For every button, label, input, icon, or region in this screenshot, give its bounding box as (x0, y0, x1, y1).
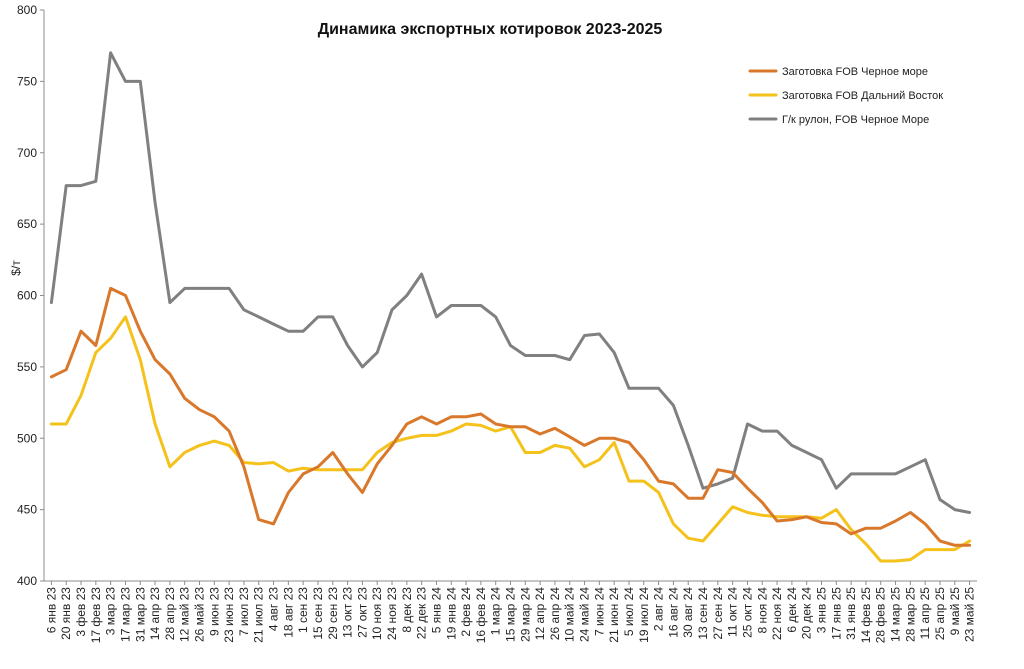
y-tick-label: 650 (17, 217, 37, 231)
legend: Заготовка FOB Черное море Заготовка FOB Д… (748, 66, 943, 126)
x-tick-label: 14 мар 25 (889, 587, 903, 642)
y-tick-label: 750 (17, 74, 37, 88)
x-tick-label: 5 июл 24 (622, 587, 636, 636)
x-tick-label: 11 окт 24 (726, 587, 740, 637)
x-tick-label: 22 дек 23 (415, 587, 429, 640)
legend-label: Заготовка FOB Дальний Восток (782, 90, 943, 102)
x-tick-label: 7 июн 24 (592, 587, 606, 636)
legend-label: Заготовка FOB Черное море (782, 66, 928, 78)
y-tick-label: 450 (17, 503, 37, 517)
x-tick-label: 5 янв 24 (429, 587, 443, 634)
x-tick-label: 21 июл 23 (252, 587, 266, 643)
series-line-1 (49, 286, 972, 547)
x-tick-label: 1 сен 23 (296, 587, 310, 633)
x-tick-label: 17 фев 23 (89, 587, 103, 644)
x-tick-label: 13 окт 23 (341, 587, 355, 638)
y-axis: 400 450 500 550 600 650 700 750 800 (17, 3, 45, 588)
x-tick-label: 25 окт 24 (740, 587, 754, 638)
x-tick-label: 12 апр 24 (533, 587, 547, 641)
x-tick-label: 2 авг 24 (652, 587, 666, 631)
x-tick-label: 3 фев 23 (74, 587, 88, 637)
x-tick-label: 25 апр 25 (933, 587, 947, 641)
y-tick-label: 500 (17, 431, 37, 445)
y-tick-label: 600 (17, 289, 37, 303)
x-axis: 6 янв 23 20 янв 23 3 фев 23 17 фев 23 3 мар … (44, 580, 977, 644)
x-tick-label: 13 сен 24 (696, 587, 710, 640)
x-tick-label: 30 авг 24 (681, 587, 695, 638)
x-tick-label: 6 дек 24 (785, 587, 799, 633)
x-tick-label: 28 фев 25 (874, 587, 888, 644)
x-tick-label: 17 мар 23 (118, 587, 132, 642)
x-tick-label: 9 июн 23 (207, 587, 221, 636)
x-tick-label: 10 май 24 (563, 587, 577, 642)
x-tick-label: 24 ноя 23 (385, 587, 399, 640)
x-tick-label: 3 янв 25 (815, 587, 829, 634)
x-tick-label: 16 авг 24 (666, 587, 680, 638)
x-tick-label: 6 янв 23 (44, 587, 58, 634)
x-tick-label: 16 фев 24 (474, 587, 488, 644)
x-tick-label: 4 авг 23 (267, 587, 281, 631)
x-tick-label: 29 мар 24 (518, 587, 532, 642)
x-tick-label: 20 янв 23 (59, 587, 73, 640)
x-tick-label: 14 апр 23 (148, 587, 162, 641)
y-tick-label: 550 (17, 360, 37, 374)
x-tick-label: 15 сен 23 (311, 587, 325, 640)
x-tick-label: 17 янв 25 (829, 587, 843, 640)
x-tick-label: 18 авг 23 (281, 587, 295, 638)
x-tick-label: 19 янв 24 (444, 587, 458, 640)
x-tick-label: 24 май 24 (578, 587, 592, 642)
x-tick-label: 27 окт 23 (355, 587, 369, 638)
legend-label: Г/к рулон, FOB Черное Море (782, 114, 929, 126)
x-tick-label: 23 май 25 (963, 587, 977, 642)
x-tick-label: 19 июл 24 (637, 587, 651, 643)
x-tick-label: 31 янв 25 (844, 587, 858, 640)
x-tick-label: 23 июн 23 (222, 587, 236, 643)
y-tick-label: 700 (17, 146, 37, 160)
x-tick-label: 7 июл 23 (237, 587, 251, 636)
y-axis-label: $/т (9, 260, 23, 276)
y-tick-label: 800 (17, 3, 37, 17)
x-tick-label: 26 май 23 (193, 587, 207, 642)
x-tick-label: 2 фев 24 (459, 587, 473, 637)
x-tick-label: 29 сен 23 (326, 587, 340, 640)
x-tick-label: 22 ноя 24 (770, 587, 784, 640)
x-tick-label: 8 ноя 24 (755, 587, 769, 634)
x-tick-label: 1 мар 24 (489, 587, 503, 636)
x-tick-label: 8 дек 23 (400, 587, 414, 633)
x-tick-label: 27 сен 24 (711, 587, 725, 640)
x-tick-label: 15 мар 24 (504, 587, 518, 642)
x-tick-label: 12 май 23 (178, 587, 192, 642)
x-tick-label: 11 апр 25 (918, 587, 932, 640)
x-tick-label: 26 апр 24 (548, 587, 562, 641)
x-tick-label: 28 мар 25 (903, 587, 917, 642)
x-tick-label: 3 мар 23 (104, 587, 118, 636)
chart-title: Динамика экспортных котировок 2023-2025 (318, 21, 663, 38)
x-tick-label: 9 май 25 (948, 587, 962, 636)
x-tick-label: 28 апр 23 (163, 587, 177, 641)
series-line-3 (49, 51, 972, 514)
x-tick-label: 31 мар 23 (133, 587, 147, 642)
x-tick-label: 21 июн 24 (607, 587, 621, 643)
y-tick-label: 400 (17, 574, 37, 588)
x-tick-label: 10 ноя 23 (370, 587, 384, 640)
series-lines (49, 51, 972, 563)
x-tick-label: 14 фев 25 (859, 587, 873, 644)
x-tick-label: 20 дек 24 (800, 587, 814, 640)
